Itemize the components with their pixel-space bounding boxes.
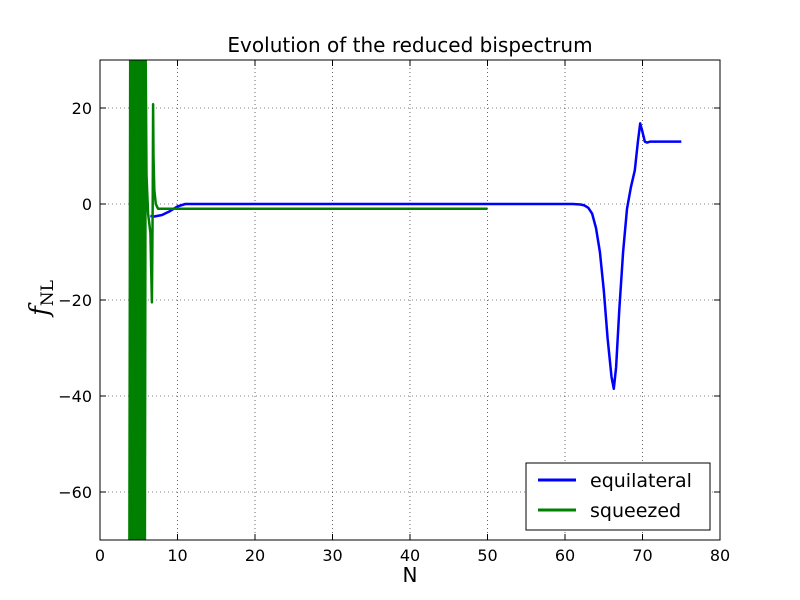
legend: equilateral squeezed xyxy=(525,462,711,531)
x-tick-label: 50 xyxy=(477,546,497,565)
legend-label-equilateral: equilateral xyxy=(590,470,692,492)
series-line-squeezed xyxy=(128,60,488,540)
series-line-equilateral xyxy=(150,122,682,391)
y-tick-label: 20 xyxy=(72,99,92,118)
grid xyxy=(100,60,720,540)
y-tick-label: 0 xyxy=(82,195,92,214)
legend-box xyxy=(525,462,711,531)
x-tick-label: 80 xyxy=(710,546,730,565)
x-tick-label: 10 xyxy=(167,546,187,565)
x-axis-label: N xyxy=(403,563,418,587)
y-tick-label: −40 xyxy=(58,387,92,406)
y-tick-labels: −60 −40 −20 0 20 xyxy=(58,99,92,502)
x-tick-label: 20 xyxy=(245,546,265,565)
series-layer xyxy=(128,60,682,540)
y-tick-label: −20 xyxy=(58,291,92,310)
y-axis-label-subscript: NL xyxy=(38,280,58,306)
x-tick-label: 60 xyxy=(555,546,575,565)
x-tick-labels: 0 10 20 30 40 50 60 70 80 xyxy=(95,546,730,565)
x-tick-label: 30 xyxy=(322,546,342,565)
x-tick-label: 0 xyxy=(95,546,105,565)
y-axis-label: fNL xyxy=(25,280,58,318)
legend-label-squeezed: squeezed xyxy=(590,500,681,522)
x-tick-label: 40 xyxy=(400,546,420,565)
x-tick-label: 70 xyxy=(632,546,652,565)
ticks xyxy=(99,60,721,540)
chart-title: Evolution of the reduced bispectrum xyxy=(227,33,592,57)
y-tick-label: −60 xyxy=(58,483,92,502)
